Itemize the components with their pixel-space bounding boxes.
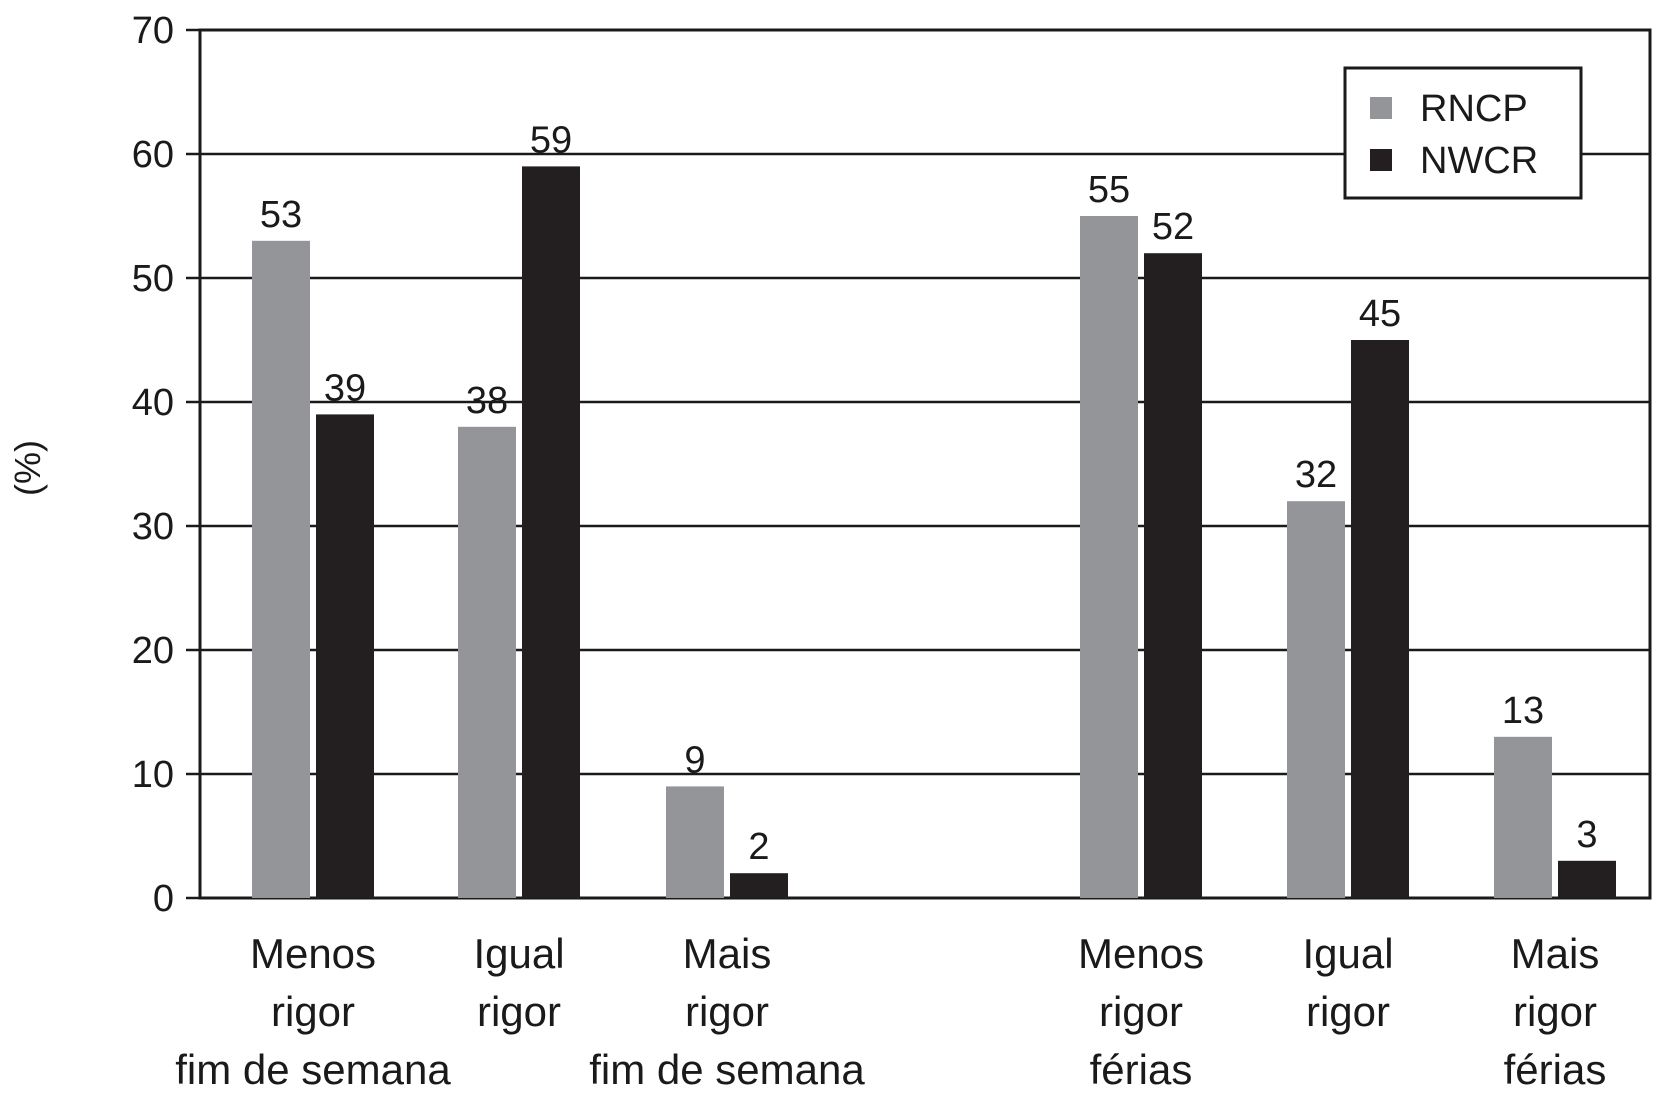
y-tick-label: 40 [132, 382, 174, 424]
bar-rncp [666, 786, 724, 898]
bar-rncp [1287, 501, 1345, 898]
y-tick-label: 30 [132, 506, 174, 548]
bar-rncp [458, 426, 516, 898]
y-tick-label: 0 [153, 878, 174, 920]
x-category-label: Igual [473, 930, 564, 977]
data-label: 9 [684, 739, 705, 781]
data-label: 2 [748, 826, 769, 868]
data-label: 13 [1502, 690, 1544, 732]
y-tick-label: 70 [132, 10, 174, 52]
y-tick-label: 60 [132, 134, 174, 176]
legend-box [1343, 66, 1583, 200]
x-category-label: Igual [1302, 930, 1393, 977]
bar-nwcr [316, 414, 374, 898]
data-label: 52 [1152, 206, 1194, 248]
data-label: 39 [324, 367, 366, 409]
data-label: 3 [1576, 814, 1597, 856]
bar-rncp [1080, 216, 1138, 898]
legend-label: RNCP [1420, 88, 1528, 130]
legend-swatch [1370, 97, 1392, 119]
x-category-label: rigor [271, 988, 355, 1035]
y-axis-label: (%) [7, 440, 48, 496]
x-category-label: rigor [477, 988, 561, 1035]
x-category-label: férias [1504, 1046, 1607, 1093]
bar-nwcr [1144, 253, 1202, 898]
x-category-label: Mais [1511, 930, 1600, 977]
bar-nwcr [1351, 340, 1409, 898]
x-category-label: rigor [1513, 988, 1597, 1035]
legend-swatch [1370, 149, 1392, 171]
data-label: 55 [1088, 169, 1130, 211]
x-category-label: Menos [250, 930, 376, 977]
bar-nwcr [730, 873, 788, 898]
bar-rncp [1494, 736, 1552, 898]
data-label: 53 [260, 194, 302, 236]
y-tick-label: 10 [132, 754, 174, 796]
x-category-label: fim de semana [589, 1046, 865, 1093]
data-label: 45 [1359, 293, 1401, 335]
x-category-label: rigor [1099, 988, 1183, 1035]
x-category-label: rigor [685, 988, 769, 1035]
data-label: 32 [1295, 454, 1337, 496]
y-tick-label: 20 [132, 630, 174, 672]
data-label: 59 [530, 119, 572, 161]
x-category-label: férias [1090, 1046, 1193, 1093]
bar-nwcr [1558, 860, 1616, 898]
bar-rncp [252, 240, 310, 899]
data-label: 38 [466, 380, 508, 422]
x-category-label: Mais [683, 930, 772, 977]
legend-label: NWCR [1420, 140, 1538, 182]
plot-frame [198, 28, 1652, 900]
x-category-label: fim de semana [175, 1046, 451, 1093]
x-category-label: rigor [1306, 988, 1390, 1035]
y-tick-label: 50 [132, 258, 174, 300]
x-category-label: Menos [1078, 930, 1204, 977]
bar-nwcr [522, 166, 580, 898]
